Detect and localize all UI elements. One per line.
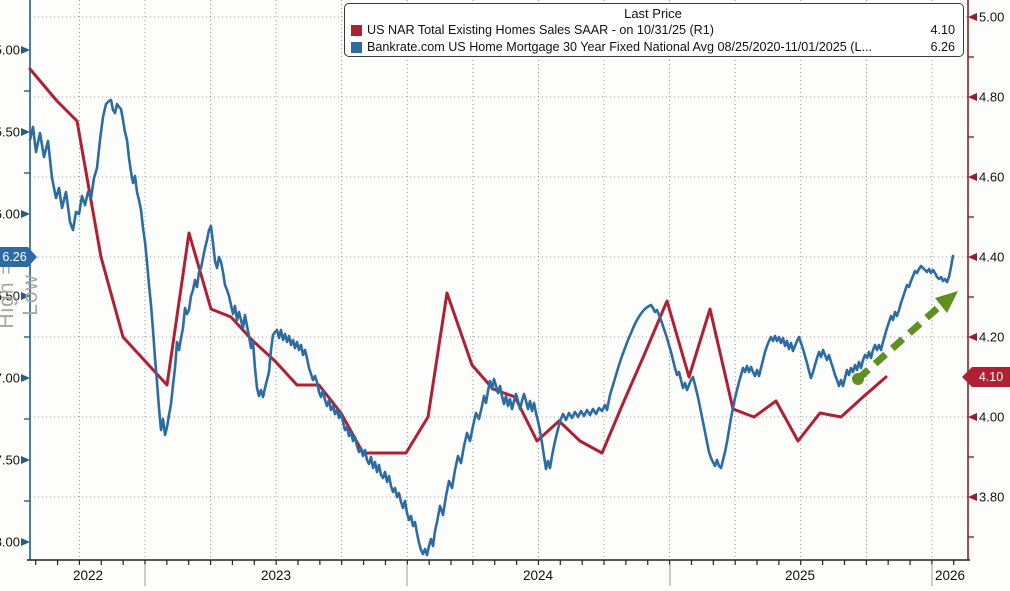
right-axis-tick-label: 3.80	[979, 490, 1004, 505]
left-axis-tick-label: 6.50	[0, 289, 20, 304]
right-axis-tick-label: 5.00	[979, 10, 1004, 25]
blue-swatch-icon	[351, 42, 362, 53]
right-axis-tick-label: 4.40	[979, 250, 1004, 265]
year-label: 2026	[935, 568, 965, 583]
legend-value-sales: 4.10	[930, 23, 955, 37]
right-tick-arrow-icon	[968, 493, 977, 501]
left-axis-tick-label: 6.00	[0, 207, 20, 222]
legend-value-mortgage: 6.26	[930, 40, 955, 54]
legend-row-mortgage[interactable]: Bankrate.com US Home Mortgage 30 Year Fi…	[351, 39, 955, 56]
chart-legend: Last Price US NAR Total Existing Homes S…	[344, 3, 964, 57]
left-axis-tick-label: 5.00	[0, 43, 20, 58]
left-tick-arrow-icon	[21, 538, 30, 546]
trend-arrow-head-icon	[935, 291, 958, 313]
sales-last-price-badge: 4.10	[962, 367, 1010, 387]
left-axis-tick-label: 8.00	[0, 535, 20, 550]
left-tick-arrow-icon	[21, 128, 30, 136]
red-swatch-icon	[351, 25, 362, 36]
right-tick-arrow-icon	[968, 13, 977, 21]
left-tick-arrow-icon	[21, 374, 30, 382]
year-label: 2023	[261, 568, 291, 583]
legend-label-mortgage: Bankrate.com US Home Mortgage 30 Year Fi…	[367, 40, 872, 54]
right-axis-tick-label: 4.20	[979, 330, 1004, 345]
right-axis-tick-label: 4.00	[979, 410, 1004, 425]
left-tick-arrow-icon	[21, 210, 30, 218]
home-sales-line	[28, 67, 888, 455]
legend-label-sales: US NAR Total Existing Homes Sales SAAR -…	[367, 23, 714, 37]
legend-title: Last Price	[624, 6, 682, 21]
legend-row-sales[interactable]: US NAR Total Existing Homes Sales SAAR -…	[351, 22, 955, 39]
left-axis-tick-label: 5.50	[0, 125, 20, 140]
year-label: 2022	[73, 568, 103, 583]
right-axis-tick-label: 4.80	[979, 90, 1004, 105]
mortgage-last-price-badge: 6.26	[0, 246, 37, 267]
left-tick-arrow-icon	[21, 292, 30, 300]
left-tick-arrow-icon	[21, 456, 30, 464]
right-tick-arrow-icon	[968, 253, 977, 261]
left-axis-tick-label: 7.00	[0, 371, 20, 386]
right-axis-tick-label: 4.60	[979, 170, 1004, 185]
mortgage-rate-line	[28, 98, 955, 557]
right-tick-arrow-icon	[968, 93, 977, 101]
year-label: 2024	[523, 568, 554, 583]
right-tick-arrow-icon	[968, 333, 977, 341]
left-tick-arrow-icon	[21, 46, 30, 54]
left-axis-tick-label: 7.50	[0, 453, 20, 468]
year-label: 2025	[785, 568, 815, 583]
right-tick-arrow-icon	[968, 413, 977, 421]
right-tick-arrow-icon	[968, 173, 977, 181]
trend-arrow-shaft-icon	[855, 302, 944, 382]
